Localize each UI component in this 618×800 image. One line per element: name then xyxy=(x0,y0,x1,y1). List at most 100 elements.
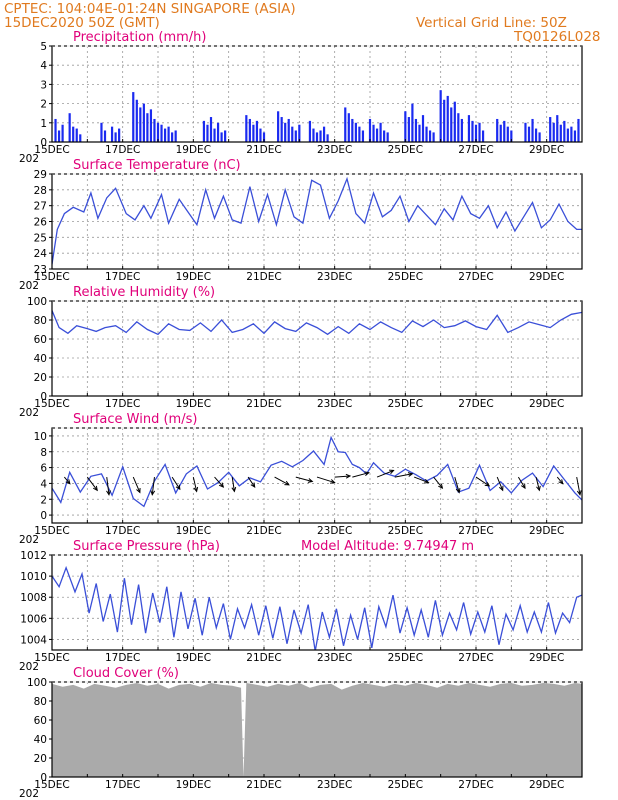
rh-xtick-label: 21DEC xyxy=(246,398,281,410)
pres-ytick-label: 1004 xyxy=(20,634,47,646)
precip-bar xyxy=(549,117,552,142)
wind-wind-vector xyxy=(394,473,413,478)
precip-bar xyxy=(467,115,471,142)
cloud-ytick-label: 100 xyxy=(27,677,47,689)
cloud-xtick-label: 25DEC xyxy=(388,779,423,791)
precip-bar xyxy=(174,130,177,142)
precip-bar xyxy=(209,117,213,142)
precip-bar xyxy=(453,101,456,142)
pres-series-line xyxy=(52,565,582,650)
rh-ytick-label: 20 xyxy=(34,372,47,384)
precip-ytick-label: 3 xyxy=(40,79,47,91)
precip-xtick-label: 21DEC xyxy=(246,144,281,156)
precip-panel-title: Precipitation (mm/h) xyxy=(73,30,206,45)
precip-bar xyxy=(213,128,216,142)
precip-bar xyxy=(556,115,559,142)
precip-bar xyxy=(428,130,432,142)
precip-bar xyxy=(450,107,453,142)
cloud-ytick-label: 20 xyxy=(34,753,47,765)
rh-xtick-label: 25DEC xyxy=(388,398,423,410)
cloud-xtick-label: 29DEC xyxy=(529,779,564,791)
precip-bar xyxy=(439,90,442,142)
precip-bar xyxy=(478,122,481,142)
precip-bar xyxy=(351,118,354,142)
precip-bar xyxy=(527,126,531,142)
wind-wind-vector xyxy=(352,472,369,478)
temp-xtick-label: 15DEC xyxy=(34,271,69,283)
pres-ytick-label: 1006 xyxy=(20,613,47,625)
precip-bar xyxy=(245,115,248,142)
precip-xtick-label: 15DEC xyxy=(34,144,69,156)
wind-wind-vector-head xyxy=(307,478,314,483)
precip-bar xyxy=(372,124,375,142)
pres-xtick-label: 27DEC xyxy=(458,652,493,664)
precip-bar xyxy=(160,124,163,142)
temp-xtick-label: 21DEC xyxy=(246,271,281,283)
precip-bar xyxy=(171,132,174,142)
precip-bar xyxy=(248,118,251,142)
wind-wind-vector-head xyxy=(484,481,491,487)
wind-wind-vector-head xyxy=(345,473,352,479)
wind-wind-vector xyxy=(231,477,235,492)
rh-ytick-label: 80 xyxy=(34,315,47,327)
precip-bar xyxy=(407,117,410,142)
temp-ytick-label: 23 xyxy=(34,264,47,276)
precip-bar xyxy=(404,111,407,142)
precip-bar xyxy=(361,130,365,142)
wind-wind-vector xyxy=(517,476,526,489)
wind-wind-vector-head xyxy=(193,486,199,493)
wind-wind-vector-head xyxy=(455,487,461,494)
temp-xtick-label: 23DEC xyxy=(317,271,352,283)
wind-wind-vector xyxy=(274,476,290,486)
cloud-xtick-label: 17DEC xyxy=(105,779,140,791)
precip-bar xyxy=(375,128,379,142)
temp-series-line xyxy=(52,176,582,265)
precip-bar xyxy=(61,124,64,142)
temp-xtick-label: 27DEC xyxy=(458,271,493,283)
rh-xtick-label: 15DEC xyxy=(34,398,69,410)
precip-bar xyxy=(146,113,149,142)
precip-bar xyxy=(499,124,502,142)
precip-bar xyxy=(114,132,117,142)
cloud-xtick-label: 19DEC xyxy=(176,779,211,791)
precip-bar xyxy=(460,118,463,142)
temp-ytick-label: 27 xyxy=(34,201,47,213)
pres-frame xyxy=(51,554,583,651)
wind-wind-vector xyxy=(63,476,71,485)
precip-bar xyxy=(457,113,460,142)
precip-bar xyxy=(110,126,114,142)
wind-wind-vector-head xyxy=(284,480,290,486)
precip-bar xyxy=(287,118,290,142)
precip-ytick-label: 4 xyxy=(40,60,47,72)
pres-xtick-label: 19DEC xyxy=(176,652,211,664)
precip-bar xyxy=(284,122,287,142)
precip-bar xyxy=(577,118,580,142)
wind-wind-vector xyxy=(316,476,335,484)
wind-wind-vector-head xyxy=(558,479,564,485)
precip-bar xyxy=(566,128,569,142)
wind-wind-vector xyxy=(151,477,155,495)
wind-xtick-label: 29DEC xyxy=(529,525,564,537)
wind-ytick-label: 4 xyxy=(40,478,47,490)
temp-ytick-label: 25 xyxy=(34,232,47,244)
precip-bar xyxy=(411,103,414,142)
cloud-ytick-label: 60 xyxy=(34,715,47,727)
precip-bar xyxy=(506,126,509,142)
precip-bar xyxy=(524,122,527,142)
pres-year-label: 202 xyxy=(19,661,39,673)
wind-wind-vector xyxy=(376,470,394,478)
cloud-year-label: 202 xyxy=(19,788,39,800)
rh-xtick-label: 19DEC xyxy=(176,398,211,410)
wind-ytick-label: 8 xyxy=(40,447,47,459)
wind-wind-vector-head xyxy=(536,485,541,492)
precip-xtick-label: 23DEC xyxy=(317,144,352,156)
rh-year-label: 202 xyxy=(19,407,39,419)
wind-wind-vector-head xyxy=(106,490,111,496)
precip-xtick-label: 17DEC xyxy=(105,144,140,156)
wind-wind-vector xyxy=(86,476,98,491)
precip-bar xyxy=(57,130,61,142)
precip-bar xyxy=(559,124,562,142)
cloud-ytick-label: 80 xyxy=(34,696,47,708)
precip-bar xyxy=(421,115,425,142)
